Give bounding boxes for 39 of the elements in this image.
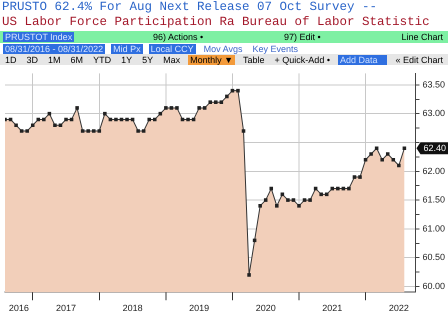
text: 6M	[70, 54, 84, 64]
text: 97) Edit •	[282, 32, 322, 42]
text: Monthly ▼	[188, 54, 236, 64]
chart-subtitle: US Labor Force Participation Ra Bureau of Labor Statistic	[1, 15, 431, 31]
y-tick-label: 63.50	[422, 79, 446, 90]
text: 1D	[4, 54, 18, 64]
x-tick-label: 2017	[56, 303, 76, 314]
text: 3D	[26, 54, 40, 64]
y-tick-label: 61.50	[422, 194, 446, 205]
x-tick-label: 2020	[256, 303, 276, 314]
text: Line Chart	[400, 32, 444, 42]
text: Table	[242, 54, 266, 64]
text: 1M	[47, 54, 62, 64]
text: Mov Avgs	[202, 44, 244, 54]
chart-title: PRUSTO 62.4% For Aug Next Release 07 Oct Survey --	[1, 0, 378, 15]
text: 1Y	[120, 54, 134, 64]
x-tick-label: 2022	[388, 303, 409, 314]
x-tick-label: 2021	[322, 303, 342, 314]
y-tick-label: 63.00	[422, 108, 446, 118]
text: Key Events	[252, 44, 300, 54]
y-tick-label: 60.50	[422, 252, 446, 262]
x-tick-label: 2019	[189, 303, 210, 314]
y-tick-label: 62.00	[422, 166, 446, 176]
text: YTD	[92, 54, 112, 64]
y-tick-label: 61.00	[422, 223, 446, 234]
text: 96) Actions •	[152, 32, 204, 42]
text: « Edit Chart	[394, 54, 444, 64]
x-tick-label: 2016	[8, 303, 29, 314]
text: Max	[162, 54, 182, 64]
text: + Quick-Add •	[274, 54, 331, 64]
y-tick-label: 60.00	[422, 280, 446, 291]
text: 5Y	[141, 54, 154, 64]
x-tick-label: 2018	[122, 303, 143, 314]
text: Local CCY	[148, 44, 196, 54]
text: Mid Px	[111, 44, 143, 54]
annotation: 62.40	[423, 143, 446, 154]
text: Add Data	[338, 54, 388, 64]
text: 08/31/2016 - 08/31/2022	[3, 44, 106, 54]
text: PRUSTOT Index	[3, 32, 74, 42]
